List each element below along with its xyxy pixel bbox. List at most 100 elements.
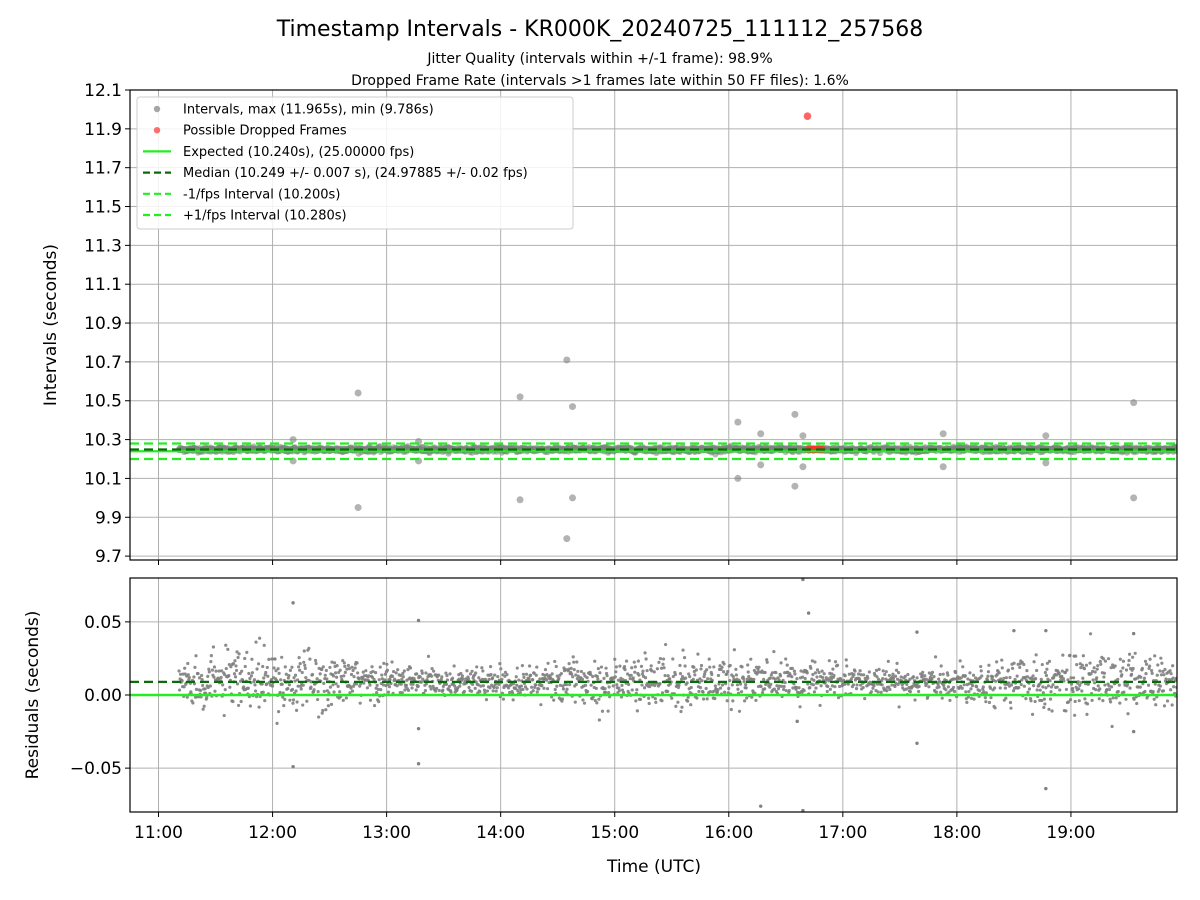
residual-point — [640, 672, 645, 676]
residual-point — [627, 682, 631, 687]
residual-point — [269, 678, 274, 682]
residual-point — [725, 672, 729, 676]
residual-point — [1169, 688, 1173, 692]
residual-point — [845, 664, 849, 668]
residual-point — [532, 671, 536, 675]
residual-point — [1135, 701, 1139, 706]
residual-point — [206, 674, 210, 679]
residual-point — [867, 670, 871, 674]
residual-point — [593, 659, 597, 663]
residual-point — [768, 676, 772, 680]
residuals-y-axis-label: Residuals (seconds) — [23, 611, 43, 780]
residual-point — [992, 686, 997, 690]
residual-point — [641, 669, 645, 673]
residual-point — [534, 683, 538, 687]
residual-point — [280, 682, 284, 686]
residual-point — [653, 683, 657, 688]
residual-point — [597, 718, 601, 722]
residual-point — [203, 687, 207, 691]
residual-point — [1049, 685, 1054, 689]
residual-point — [395, 684, 399, 688]
residual-point — [238, 671, 242, 676]
residual-point — [318, 672, 322, 676]
residual-point — [638, 697, 643, 701]
residual-point — [1059, 678, 1063, 682]
residual-point — [595, 674, 599, 679]
residual-point — [441, 684, 445, 689]
residual-point — [657, 660, 661, 664]
residual-point — [347, 667, 352, 671]
residual-point — [871, 686, 875, 690]
residual-point — [467, 685, 471, 690]
residual-point — [482, 688, 487, 692]
residual-point — [1172, 685, 1176, 689]
residual-point — [1000, 666, 1004, 670]
residual-point — [833, 660, 838, 664]
residual-point — [432, 669, 436, 673]
residual-point — [380, 673, 384, 677]
residual-point — [1143, 689, 1147, 694]
residual-point — [494, 689, 498, 693]
residual-point — [527, 676, 531, 680]
residual-outlier-point — [291, 764, 295, 769]
residual-point — [993, 706, 997, 710]
residual-point — [701, 697, 706, 701]
residual-outlier-point — [915, 741, 919, 745]
residual-point — [958, 659, 962, 663]
residual-point — [1162, 673, 1166, 677]
residual-point — [611, 684, 615, 688]
residual-point — [183, 666, 187, 670]
residual-point — [276, 667, 280, 671]
residual-point — [1169, 672, 1173, 676]
residual-point — [568, 683, 572, 687]
residual-point — [1035, 688, 1039, 692]
residual-point — [1040, 662, 1044, 667]
residual-point — [694, 668, 698, 672]
residual-point — [350, 689, 355, 693]
residual-point — [937, 685, 941, 689]
residual-point — [564, 690, 568, 694]
residual-point — [732, 648, 736, 652]
residual-point — [750, 695, 754, 699]
residual-point — [658, 681, 662, 686]
residual-point — [208, 684, 212, 688]
residual-point — [940, 696, 944, 700]
residual-point — [496, 675, 500, 679]
residual-point — [300, 670, 304, 675]
residual-point — [243, 664, 247, 669]
residual-point — [897, 705, 901, 709]
residual-point — [246, 686, 250, 690]
residual-point — [583, 683, 588, 687]
residual-outlier-point — [1044, 786, 1048, 791]
legend-key-1 — [153, 127, 161, 134]
residual-point — [293, 679, 297, 683]
residual-point — [893, 674, 898, 678]
residual-point — [678, 663, 682, 668]
residual-point — [294, 708, 299, 712]
residual-point — [343, 664, 347, 668]
residual-point — [782, 684, 786, 689]
residual-point — [448, 672, 452, 676]
residual-point — [599, 665, 604, 669]
residual-point — [1140, 666, 1144, 671]
residual-point — [506, 686, 511, 690]
residual-point — [390, 660, 394, 664]
residual-point — [726, 669, 730, 674]
residual-point — [818, 703, 822, 708]
residual-point — [283, 665, 287, 669]
residual-point — [614, 670, 618, 674]
residual-point — [337, 670, 341, 675]
residual-point — [881, 676, 885, 681]
residual-point — [752, 677, 756, 682]
residual-point — [265, 665, 269, 670]
residual-point — [1098, 687, 1102, 691]
residual-point — [1141, 682, 1145, 686]
residual-point — [782, 687, 786, 692]
residual-point — [759, 684, 763, 689]
residuals-x-tick-label-6: 17:00 — [818, 823, 867, 843]
residual-point — [408, 666, 413, 670]
residual-point — [607, 685, 611, 689]
residual-point — [418, 675, 422, 679]
residual-point — [883, 672, 887, 677]
residual-point — [628, 677, 632, 681]
